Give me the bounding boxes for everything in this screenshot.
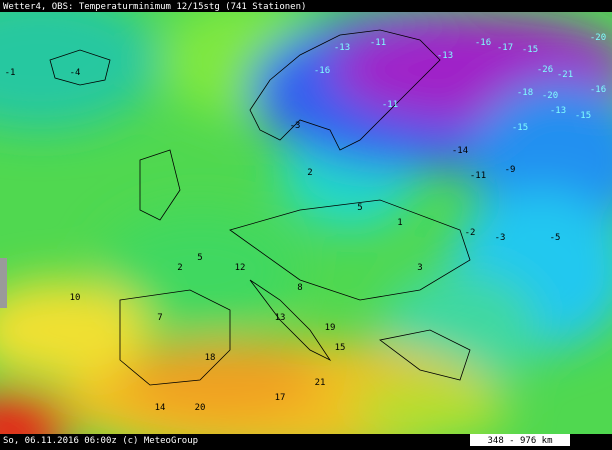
station-value: 3 — [417, 263, 422, 273]
station-value: -11 — [470, 171, 486, 181]
station-value: 2 — [177, 263, 182, 273]
station-value: -17 — [497, 43, 513, 53]
station-value: 15 — [335, 343, 346, 353]
station-value: 21 — [315, 378, 326, 388]
station-value: 5 — [357, 203, 362, 213]
edge-marker — [0, 258, 7, 308]
station-value: -15 — [512, 123, 528, 133]
station-values: -16-13 -11-13-16 -17 -15-20-26 -21-20-18 -16-… — [5, 33, 607, 413]
station-value: 5 — [197, 253, 202, 263]
station-value: -11 — [382, 100, 398, 110]
station-value: -15 — [575, 111, 591, 121]
station-value: 7 — [157, 313, 162, 323]
station-value: 14 — [155, 403, 166, 413]
station-value: -11 — [370, 38, 386, 48]
station-value: -4 — [70, 68, 81, 78]
station-value: -3 — [495, 233, 506, 243]
station-value: -5 — [550, 233, 561, 243]
station-value: -15 — [522, 45, 538, 55]
station-value: -13 — [550, 106, 566, 116]
map-title: Wetter4, OBS: Temperaturminimum 12/15stg… — [3, 2, 306, 12]
station-value: -9 — [505, 165, 516, 175]
station-value: -26 — [537, 65, 553, 75]
station-value: 19 — [325, 323, 336, 333]
station-value: -20 — [590, 33, 606, 43]
coastlines — [49, 29, 471, 386]
station-value: -16 — [314, 66, 330, 76]
station-value: -16 — [590, 85, 606, 95]
scale-box — [470, 434, 570, 446]
station-value: 1 — [397, 218, 402, 228]
station-value: -16 — [475, 38, 491, 48]
station-value: 2 — [307, 168, 312, 178]
station-value: 18 — [205, 353, 216, 363]
station-value: -13 — [334, 43, 350, 53]
station-value: 8 — [297, 283, 302, 293]
station-value: -2 — [465, 228, 476, 238]
station-value: -18 — [517, 88, 533, 98]
station-value: -20 — [542, 91, 558, 101]
footer-text: So, 06.11.2016 06:00z (c) MeteoGroup — [3, 436, 198, 446]
station-value: 20 — [195, 403, 206, 413]
station-value: -1 — [5, 68, 16, 78]
station-value: 12 — [235, 263, 246, 273]
station-value: -3 — [290, 121, 301, 131]
station-value: -14 — [452, 146, 468, 156]
station-value: -21 — [557, 70, 573, 80]
scale-label: 348 - 976 km — [487, 436, 552, 446]
station-value: 17 — [275, 393, 286, 403]
station-value: 13 — [275, 313, 286, 323]
station-value: -13 — [437, 51, 453, 61]
station-value: 10 — [70, 293, 81, 303]
